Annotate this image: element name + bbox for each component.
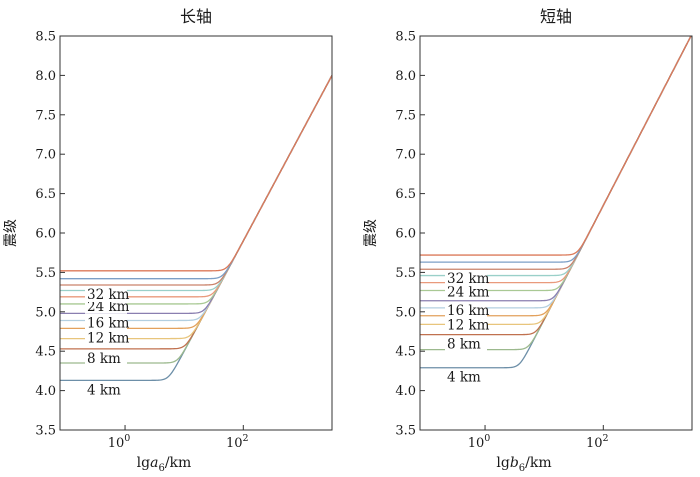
series-label-halo bbox=[85, 381, 127, 398]
y-tick-label: 5.0 bbox=[35, 305, 56, 320]
x-tick-base: 10 bbox=[468, 436, 485, 451]
y-tick-label: 3.5 bbox=[395, 424, 416, 439]
y-tick-label: 8.5 bbox=[35, 30, 56, 45]
series-line-14km bbox=[60, 75, 332, 322]
x-tick-label: 102 bbox=[586, 433, 609, 451]
x-axis-label-suffix: /km bbox=[525, 455, 551, 471]
series-line-28km bbox=[420, 36, 692, 277]
y-tick-label: 4.0 bbox=[395, 384, 416, 399]
series-label-halo bbox=[85, 314, 127, 331]
series-label-halo bbox=[85, 349, 127, 366]
series-line-40km bbox=[60, 75, 332, 280]
series-line-48km bbox=[60, 75, 332, 272]
series-line-28km bbox=[60, 75, 332, 292]
x-tick-label: 102 bbox=[226, 433, 249, 451]
x-axis-label-suffix: /km bbox=[165, 455, 191, 471]
x-axis-label-prefix: lg bbox=[137, 455, 150, 471]
panel-title: 短轴 bbox=[540, 7, 572, 26]
x-tick-base: 10 bbox=[586, 436, 603, 451]
panel-title: 长轴 bbox=[180, 7, 212, 26]
x-axis-label-sub: 6 bbox=[158, 463, 164, 474]
y-tick-label: 6.0 bbox=[395, 227, 416, 242]
series-label: 4 km bbox=[447, 370, 481, 386]
series-line-32km bbox=[420, 36, 692, 270]
x-tick-exp: 0 bbox=[124, 433, 130, 444]
plot-frame bbox=[59, 35, 333, 431]
x-tick-base: 10 bbox=[226, 436, 243, 451]
series-label-halo bbox=[445, 283, 487, 300]
x-tick-exp: 2 bbox=[603, 433, 609, 444]
y-tick-label: 5.5 bbox=[395, 266, 416, 281]
x-axis-label-sub: 6 bbox=[519, 463, 525, 474]
y-tick-label: 4.5 bbox=[35, 345, 56, 360]
x-tick-exp: 0 bbox=[484, 433, 490, 444]
series-label: 24 km bbox=[447, 285, 490, 301]
series-line-16km bbox=[60, 75, 332, 315]
y-tick-label: 6.0 bbox=[35, 227, 56, 242]
series-line-16km bbox=[420, 36, 692, 302]
y-tick-label: 7.0 bbox=[35, 148, 56, 163]
series-line-24km bbox=[60, 75, 332, 298]
series-line-24km bbox=[420, 36, 692, 284]
x-tick-base: 10 bbox=[108, 436, 125, 451]
y-tick-label: 7.5 bbox=[35, 108, 56, 123]
series-label: 12 km bbox=[87, 330, 130, 346]
series-label-halo bbox=[85, 286, 127, 302]
x-tick-label: 100 bbox=[108, 433, 131, 451]
series-label: 24 km bbox=[87, 299, 130, 315]
x-axis-label: lgb6/km bbox=[496, 455, 551, 474]
series-label: 32 km bbox=[447, 271, 490, 287]
series-label-halo bbox=[445, 316, 487, 333]
series-label: 32 km bbox=[87, 287, 130, 303]
series-line-14km bbox=[420, 36, 692, 309]
x-axis-label-var: a bbox=[150, 455, 158, 471]
series-line-20km bbox=[60, 75, 332, 305]
x-tick-exp: 2 bbox=[243, 433, 249, 444]
y-tick-label: 7.5 bbox=[395, 108, 416, 123]
y-tick-label: 8.5 bbox=[395, 30, 416, 45]
series-line-48km bbox=[420, 36, 692, 256]
y-tick-label: 8.0 bbox=[35, 69, 56, 84]
series-label: 8 km bbox=[87, 351, 121, 367]
y-tick-label: 5.5 bbox=[35, 266, 56, 281]
y-tick-label: 8.0 bbox=[395, 69, 416, 84]
y-tick-label: 6.5 bbox=[395, 187, 416, 202]
y-axis-label: 震级 bbox=[3, 219, 19, 247]
series-label: 8 km bbox=[447, 337, 481, 353]
series-line-32km bbox=[60, 75, 332, 286]
x-axis-label-prefix: lg bbox=[496, 455, 509, 471]
y-axis-label: 震级 bbox=[363, 219, 379, 247]
series-label: 12 km bbox=[447, 318, 490, 334]
y-tick-label: 6.5 bbox=[35, 187, 56, 202]
series-label-halo bbox=[445, 335, 487, 352]
series-label-halo bbox=[445, 368, 487, 385]
series-label: 16 km bbox=[87, 315, 130, 331]
y-tick-label: 5.0 bbox=[395, 305, 416, 320]
y-tick-label: 4.0 bbox=[35, 384, 56, 399]
series-line-40km bbox=[420, 36, 692, 263]
x-axis-label: lga6/km bbox=[137, 455, 192, 474]
series-line-20km bbox=[420, 36, 692, 292]
y-tick-label: 3.5 bbox=[35, 424, 56, 439]
x-tick-label: 100 bbox=[468, 433, 491, 451]
x-axis-label-var: b bbox=[510, 455, 519, 471]
series-label-halo bbox=[85, 329, 127, 346]
series-label-halo bbox=[445, 301, 487, 318]
y-tick-label: 7.0 bbox=[395, 148, 416, 163]
series-label: 16 km bbox=[447, 303, 490, 319]
series-label: 4 km bbox=[87, 382, 121, 398]
series-label-halo bbox=[445, 270, 487, 287]
y-tick-label: 4.5 bbox=[395, 345, 416, 360]
